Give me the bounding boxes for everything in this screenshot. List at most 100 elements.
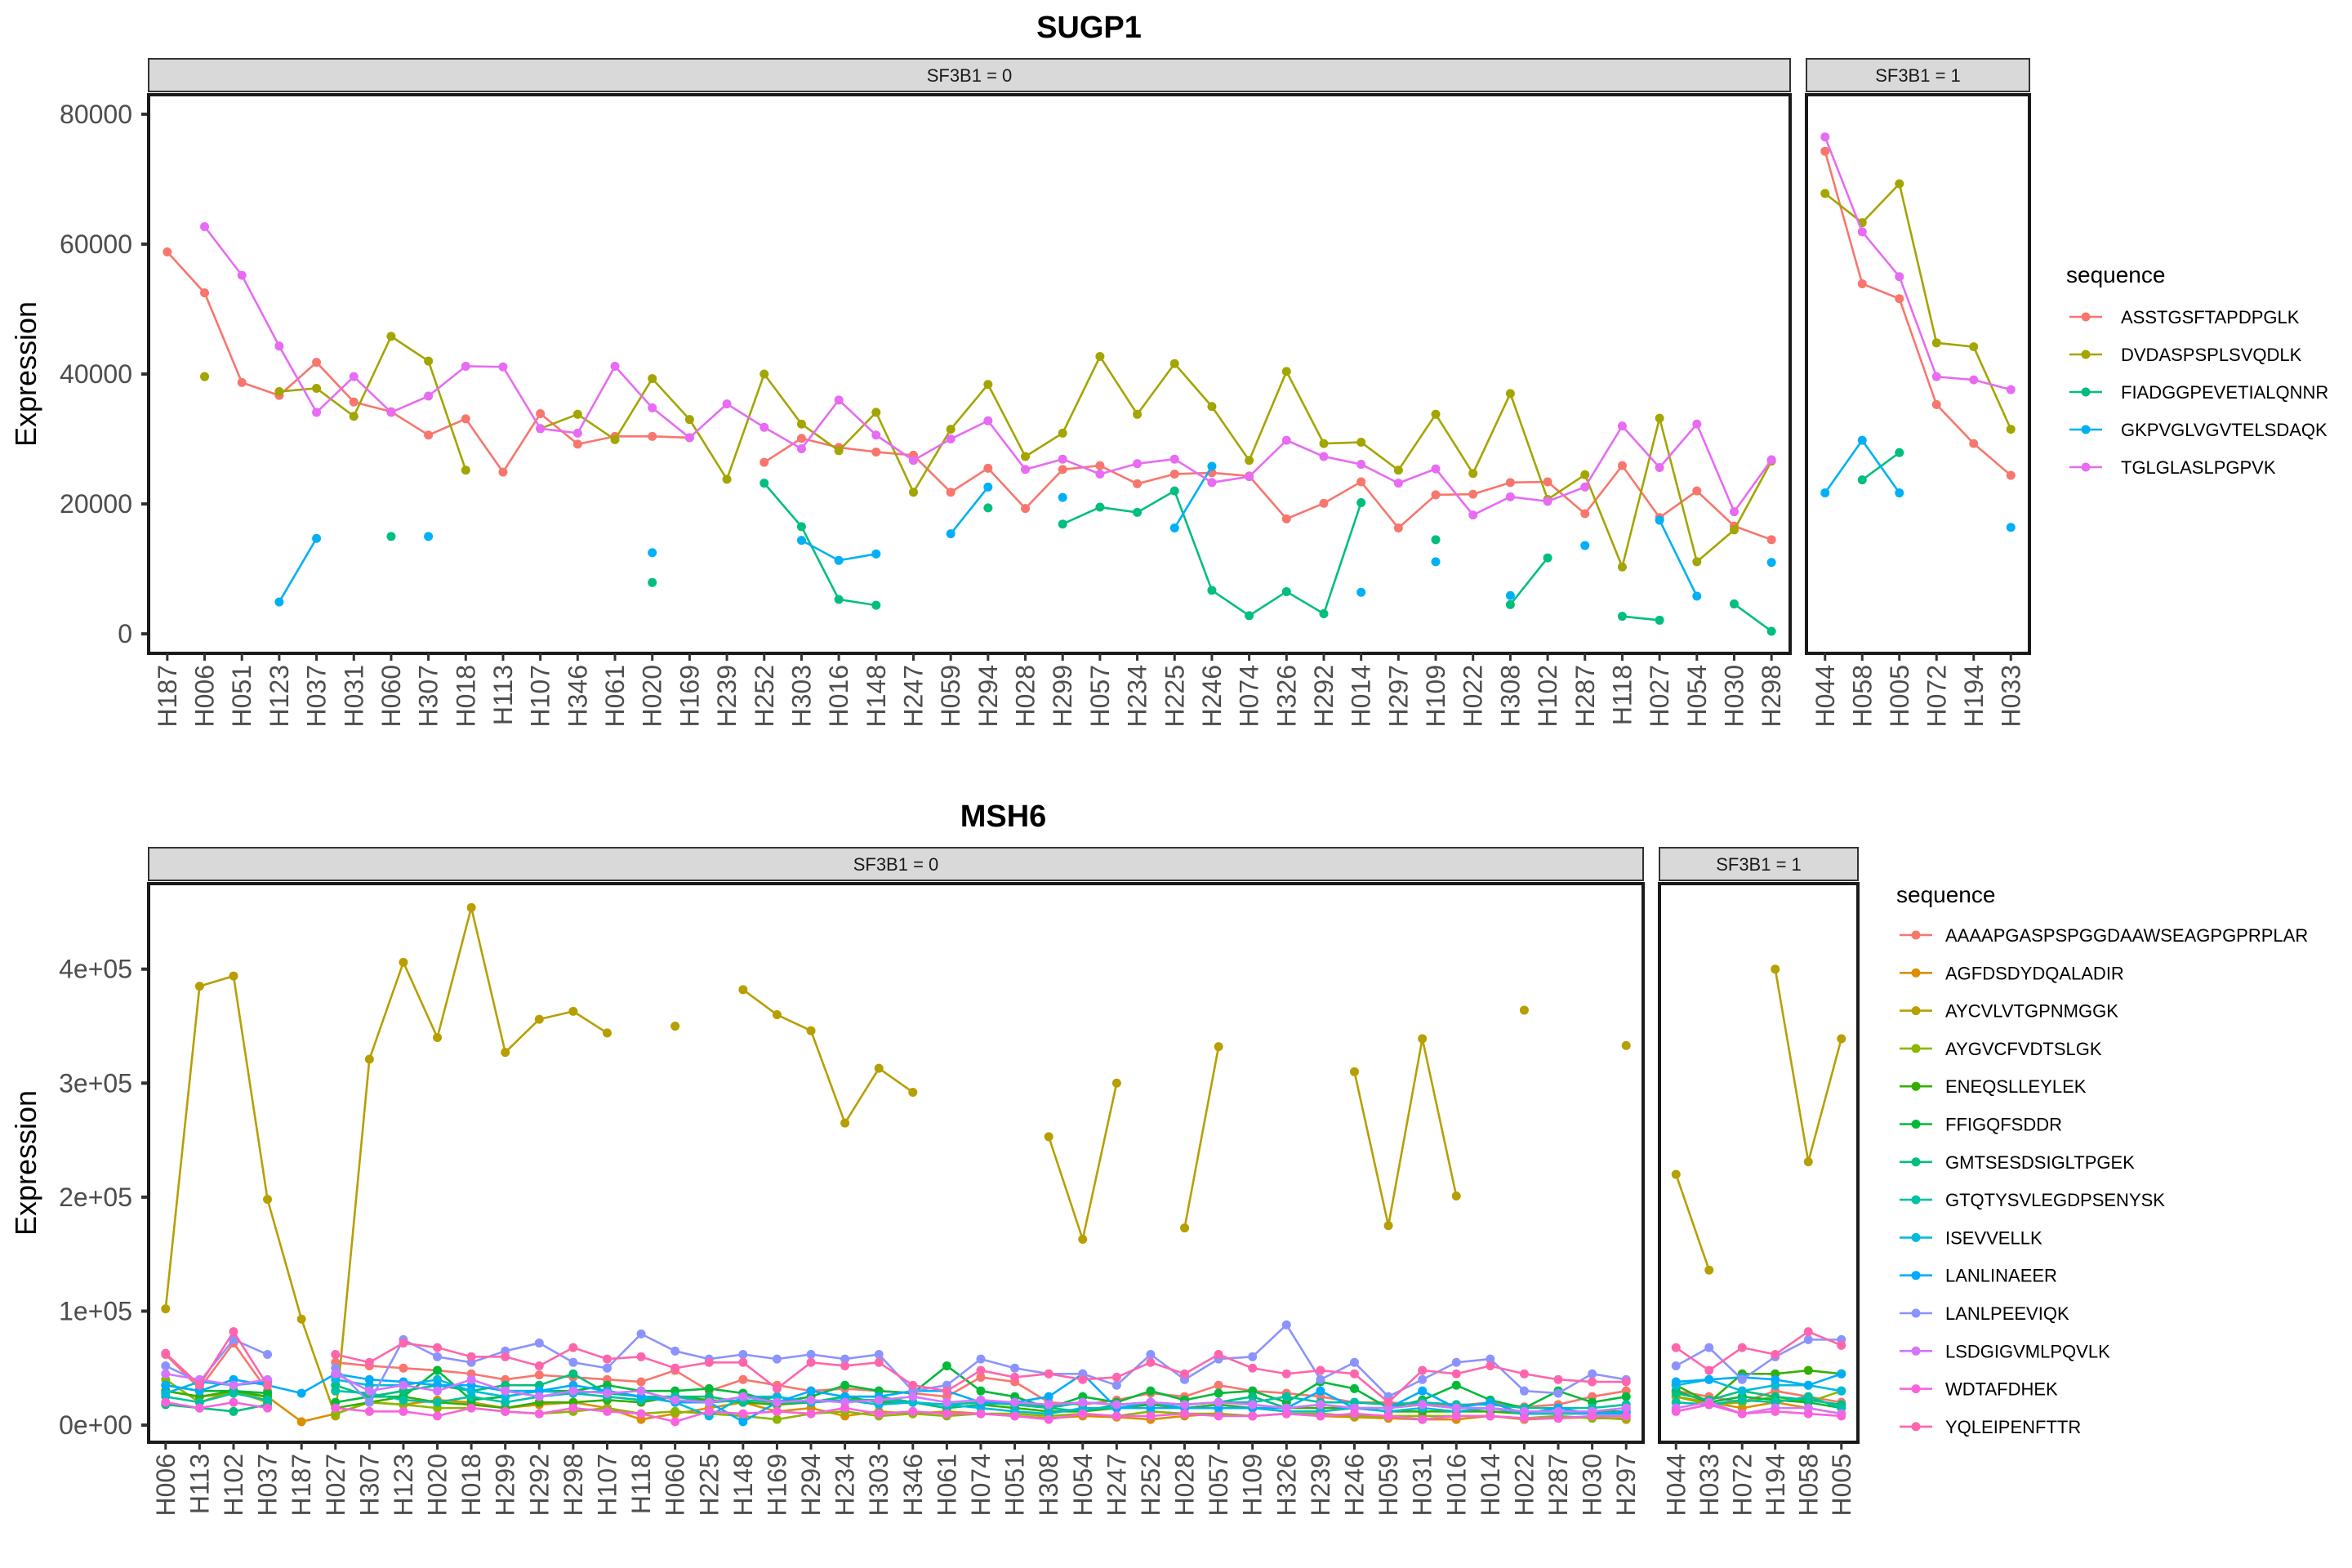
series-line-segment [1524, 1403, 1559, 1409]
x-tick-label: H028 [1170, 1454, 1200, 1517]
data-point [1111, 1411, 1121, 1421]
series-line-segment [613, 377, 653, 441]
y-tick-label: 40000 [60, 359, 132, 389]
x-tick-label: H247 [898, 665, 928, 728]
data-point [1095, 502, 1105, 512]
x-tick-label: H297 [1611, 1454, 1641, 1517]
data-point [161, 1304, 171, 1314]
series-line-segment [437, 1401, 472, 1406]
legend-label: FIADGGPEVETIALQNNR [2121, 382, 2328, 403]
data-point [874, 1357, 884, 1367]
data-point [1169, 469, 1179, 479]
data-point [1319, 439, 1329, 448]
x-tick-label: H102 [1533, 665, 1562, 728]
legend-key-point [2081, 425, 2091, 434]
series-line-segment [1741, 1356, 1776, 1381]
series-line-segment [800, 399, 840, 450]
series-line-segment [912, 438, 951, 461]
x-tick-label: H123 [389, 1454, 418, 1517]
data-point [738, 985, 748, 995]
series-line-segment [1708, 1376, 1743, 1381]
data-point [161, 1361, 171, 1370]
series-line-segment [501, 366, 541, 430]
series-line-segment [640, 1410, 675, 1415]
series-TGLGLASLPGPVK [200, 221, 1776, 520]
data-point [1737, 1374, 1747, 1384]
data-point [834, 395, 844, 405]
series-line-segment [1082, 1376, 1117, 1381]
series-line-segment [232, 975, 269, 1200]
series-line-segment [1320, 1361, 1356, 1381]
series-line-segment [1137, 457, 1175, 466]
legend-key-point [1911, 1120, 1921, 1129]
data-point [501, 1048, 510, 1058]
series-line-segment [844, 1399, 880, 1406]
data-point [1895, 448, 1904, 457]
series-line-segment [652, 435, 690, 439]
legend-label: AAAAPGASPSPGGDAAWSEAGPGPRPLAR [1945, 925, 2308, 946]
series-line-segment [505, 1342, 540, 1352]
series-line-segment [1658, 417, 1699, 563]
series-line-segment [1807, 1395, 1842, 1410]
data-point [976, 1372, 986, 1382]
series-line-segment [266, 1396, 302, 1423]
series-line-segment [1422, 1390, 1457, 1410]
series-line-segment [1116, 1361, 1152, 1379]
series-line-segment [390, 411, 430, 436]
data-point [1431, 490, 1441, 500]
series-line-segment [1024, 432, 1063, 458]
series-line-segment [1456, 1357, 1490, 1364]
x-tick-label: H027 [1645, 665, 1674, 728]
series-line-segment [675, 1388, 710, 1392]
series-line-segment [1014, 1395, 1049, 1404]
data-point [983, 482, 993, 492]
series-line-segment [1584, 425, 1624, 488]
x-tick-label: H061 [600, 665, 630, 728]
x-tick-label: H030 [1578, 1454, 1607, 1517]
series-line-segment [1320, 1403, 1355, 1410]
series-line-segment [1557, 1378, 1592, 1383]
data-point [229, 1397, 238, 1407]
data-point [364, 1374, 374, 1384]
series-line-segment [539, 1383, 574, 1392]
facet-strip [1659, 847, 1859, 881]
data-point [399, 1363, 408, 1373]
data-point [1281, 1409, 1291, 1419]
series-line-segment [1808, 1383, 1842, 1392]
data-point [433, 1411, 443, 1421]
series-line-segment [390, 335, 430, 363]
data-point [237, 270, 247, 280]
series-line-segment [947, 1403, 982, 1410]
data-point [1969, 375, 1979, 385]
data-point [1553, 1406, 1563, 1416]
series-line-segment [335, 1383, 370, 1398]
series-line-segment [1320, 1406, 1355, 1413]
data-point [874, 1395, 884, 1405]
panel-0: SF3B1 = 0 H006 H113 H102 H037 H187 H027 H307 H12… [147, 847, 1645, 1517]
data-point [1519, 1414, 1529, 1423]
x-tick-label: H028 [1011, 665, 1040, 728]
series-line-segment [1285, 371, 1325, 444]
data-point [1316, 1400, 1325, 1410]
series-line-segment [402, 961, 439, 1038]
data-point [1617, 612, 1627, 621]
data-point [760, 369, 769, 379]
legend-entry: AGFDSDYDQALADIR [1900, 963, 2124, 983]
data-point [1431, 464, 1441, 474]
data-point [568, 1386, 578, 1396]
series-line-segment [1174, 458, 1213, 483]
data-point [704, 1406, 714, 1416]
series-line-segment [980, 1399, 1015, 1404]
data-point [1146, 1350, 1156, 1360]
series-line-segment [800, 526, 840, 600]
series-line-segment [1218, 1389, 1253, 1395]
data-point [1486, 1354, 1495, 1364]
x-tick-label: H234 [831, 1454, 860, 1517]
data-point [263, 1350, 273, 1360]
data-point [1133, 409, 1143, 419]
series-line-segment [403, 1403, 438, 1410]
data-point [1044, 1392, 1054, 1401]
x-tick-label: H118 [1607, 665, 1637, 725]
data-point [1857, 278, 1867, 288]
x-tick-label: H247 [1102, 1454, 1131, 1517]
